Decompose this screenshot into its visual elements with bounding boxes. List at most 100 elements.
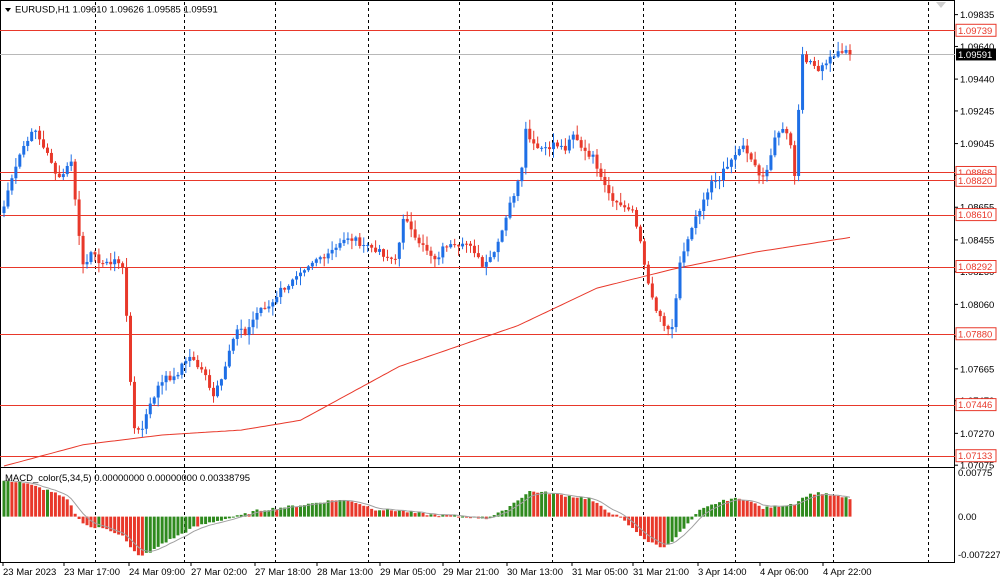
candle-body [524, 128, 528, 168]
macd-bar [176, 516, 180, 536]
price-tick-label: 1.08060 [960, 300, 994, 311]
candle [132, 376, 136, 434]
candle [310, 260, 314, 270]
candle-body [741, 145, 745, 150]
candle-body [729, 159, 733, 167]
candle [690, 226, 694, 241]
current-price-tag [956, 48, 996, 61]
candle-body [382, 249, 386, 257]
macd-bar [729, 498, 733, 517]
candle-body [101, 263, 105, 265]
candle [287, 284, 291, 294]
candle [378, 244, 382, 256]
candle [840, 43, 844, 54]
candle [152, 396, 156, 406]
candle-body [808, 61, 812, 63]
macd-bar [30, 484, 34, 517]
candle [97, 248, 101, 273]
candle [417, 234, 421, 248]
candle-body [164, 375, 168, 383]
candle [607, 176, 611, 201]
candle-body [516, 181, 520, 197]
candle-body [544, 147, 548, 149]
candle [168, 371, 172, 382]
macd-bar [338, 499, 342, 517]
candle-body [532, 139, 536, 144]
candle-body [61, 174, 65, 178]
candle-body [571, 134, 575, 140]
candle [453, 238, 457, 248]
macd-bar [706, 506, 710, 517]
candle [275, 291, 279, 305]
macd-bar [65, 499, 69, 517]
candle [563, 138, 567, 155]
macd-bar [6, 479, 10, 517]
candle-body [168, 375, 172, 381]
macd-bar [548, 494, 552, 517]
macd-bar [57, 495, 61, 517]
candle [125, 257, 129, 322]
macd-bar [370, 508, 374, 517]
candle-body [2, 206, 6, 214]
macd-bar [409, 511, 413, 517]
macd-bar [844, 497, 848, 517]
candle [156, 381, 160, 407]
candle-body [306, 266, 310, 271]
symbol-menu-chevron-down-icon[interactable] [5, 8, 11, 12]
macd-bar [393, 511, 397, 517]
candle [650, 276, 654, 300]
candle-body [805, 54, 809, 63]
macd-bar [670, 516, 674, 542]
macd-bar [298, 505, 302, 517]
macd-bar [97, 516, 101, 528]
candle [322, 253, 326, 267]
candle-body [136, 428, 140, 430]
macd-bar [765, 506, 769, 517]
candle-body [156, 385, 160, 398]
candle-body [14, 166, 18, 179]
macd-bar [425, 515, 429, 517]
candle-body [488, 257, 492, 262]
candle [180, 362, 184, 379]
macd-bar [385, 508, 389, 517]
macd-bar [532, 491, 536, 517]
candle [330, 241, 334, 261]
macd-bar [49, 491, 53, 517]
candle-body [733, 154, 737, 160]
macd-bar [136, 516, 140, 556]
macd-histogram [2, 479, 852, 556]
candle-body [129, 315, 133, 382]
candle [160, 374, 164, 395]
candle [753, 151, 757, 168]
candle [737, 146, 741, 157]
candle [532, 130, 536, 151]
macd-bar [101, 516, 105, 529]
candle-body [848, 49, 852, 55]
candle-body [22, 145, 26, 155]
candle-body [682, 251, 686, 263]
macd-bar [279, 507, 283, 517]
candle-body [184, 360, 188, 364]
candle [144, 408, 148, 435]
candle [298, 267, 302, 286]
candle-body [749, 153, 753, 160]
candle [14, 158, 18, 184]
scroll-chevron-down-icon[interactable] [936, 2, 946, 8]
candle-body [401, 218, 405, 243]
candle-body [552, 142, 556, 150]
candle-body [271, 302, 275, 307]
horizontal-level-lines[interactable] [0, 30, 955, 457]
candle [172, 367, 176, 384]
macd-bar [346, 500, 350, 517]
candle-body [215, 385, 219, 397]
candle-body [279, 287, 283, 298]
candle-body [465, 243, 469, 245]
candle-body [567, 139, 571, 151]
candle-body [445, 246, 449, 248]
candle-body [243, 328, 247, 336]
candle-body [540, 147, 544, 149]
macd-bar [650, 516, 654, 543]
candle-body [828, 56, 832, 64]
